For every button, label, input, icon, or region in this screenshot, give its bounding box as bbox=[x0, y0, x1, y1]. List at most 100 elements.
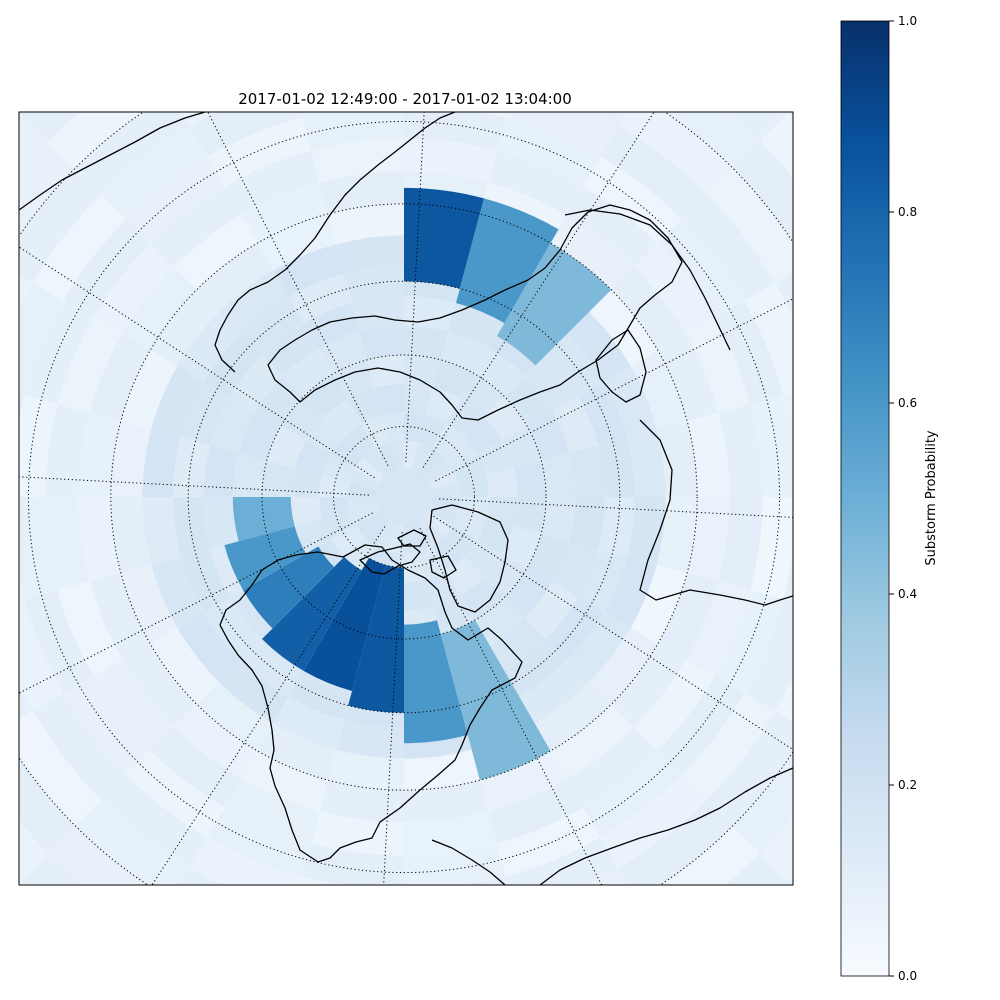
background-cell bbox=[404, 32, 524, 83]
background-cell bbox=[477, 440, 514, 476]
background-cell bbox=[660, 825, 760, 885]
background-cell bbox=[718, 497, 763, 590]
background-cell bbox=[110, 421, 152, 497]
background-cell bbox=[150, 289, 219, 367]
background-cell bbox=[19, 574, 25, 601]
background-cell bbox=[150, 186, 242, 267]
background-cell bbox=[627, 429, 666, 497]
background-cell bbox=[718, 404, 763, 497]
background-cell bbox=[513, 497, 547, 534]
background-cell bbox=[460, 577, 505, 620]
background-cell bbox=[681, 194, 775, 301]
background-cell bbox=[203, 445, 239, 497]
background-cell bbox=[319, 780, 404, 823]
background-cell bbox=[634, 659, 715, 751]
background-cell bbox=[311, 811, 404, 856]
background-cell bbox=[173, 215, 258, 290]
probability-cell bbox=[496, 243, 612, 366]
background-cell bbox=[404, 811, 497, 856]
background-cell bbox=[488, 150, 584, 216]
coastline-asia-east bbox=[214, 112, 456, 373]
background-cell bbox=[489, 618, 546, 671]
background-cell bbox=[750, 395, 793, 497]
background-cell bbox=[404, 296, 456, 332]
background-cell bbox=[19, 881, 24, 885]
background-cell bbox=[567, 612, 631, 683]
background-cell bbox=[604, 366, 657, 438]
background-cell bbox=[302, 843, 404, 885]
background-cell bbox=[460, 374, 505, 417]
background-cell bbox=[238, 411, 282, 461]
background-cell bbox=[132, 0, 273, 61]
background-cell bbox=[505, 837, 619, 885]
background-cell bbox=[600, 126, 707, 220]
background-cell bbox=[411, 442, 433, 473]
background-cell bbox=[218, 270, 289, 334]
colorbar-tick-label: 0.0 bbox=[898, 969, 917, 983]
background-cell bbox=[361, 415, 390, 449]
background-cell bbox=[681, 693, 775, 800]
background-cell bbox=[502, 425, 542, 468]
background-cell bbox=[111, 0, 263, 27]
background-cell bbox=[685, 581, 751, 677]
background-cell bbox=[367, 354, 404, 388]
probability-cell bbox=[232, 497, 295, 542]
background-cell bbox=[784, 881, 792, 885]
background-cell bbox=[274, 0, 404, 48]
background-cell bbox=[433, 359, 476, 399]
background-cell bbox=[969, 497, 1000, 660]
background-cell bbox=[534, 682, 612, 751]
background-cell bbox=[273, 244, 345, 297]
background-cell bbox=[210, 396, 256, 453]
background-cell bbox=[207, 807, 312, 877]
background-cell bbox=[525, 355, 578, 412]
background-cell bbox=[788, 876, 793, 885]
background-cell bbox=[418, 448, 444, 478]
coastline-canadian-archipelago bbox=[359, 529, 457, 579]
background-cell bbox=[418, 415, 447, 449]
coastline-africa-south bbox=[539, 767, 793, 885]
background-cell bbox=[336, 235, 404, 274]
background-cell bbox=[33, 194, 127, 301]
background-cell bbox=[706, 168, 793, 283]
background-cell bbox=[203, 497, 239, 549]
background-cell bbox=[349, 468, 380, 490]
background-cell bbox=[294, 440, 331, 476]
coastline-north-pacific bbox=[19, 112, 206, 211]
background-cell bbox=[189, 112, 303, 157]
background-cell bbox=[0, 942, 89, 1000]
map-title: 2017-01-02 12:49:00 - 2017-01-02 13:04:0… bbox=[238, 90, 572, 108]
background-cell bbox=[759, 112, 793, 178]
background-cell bbox=[19, 395, 58, 497]
background-cell bbox=[583, 750, 682, 838]
background-cell bbox=[524, 900, 655, 983]
background-cell bbox=[328, 203, 404, 245]
background-cell bbox=[589, 289, 658, 367]
background-cell bbox=[63, 219, 151, 318]
background-cell bbox=[404, 780, 489, 823]
background-cell bbox=[101, 126, 208, 220]
background-cell bbox=[19, 112, 80, 142]
background-cell bbox=[463, 539, 503, 578]
background-cell bbox=[611, 266, 686, 351]
background-cell bbox=[697, 911, 849, 1000]
background-cell bbox=[151, 556, 204, 628]
background-cell bbox=[433, 595, 476, 635]
background-cell bbox=[597, 437, 635, 497]
colorbar-tick-label: 0.4 bbox=[898, 587, 917, 601]
background-cell bbox=[19, 852, 84, 885]
background-cell bbox=[305, 416, 345, 455]
background-cell bbox=[463, 416, 503, 455]
background-cell bbox=[404, 578, 434, 611]
latitude-circle bbox=[261, 354, 547, 640]
background-cell bbox=[24, 589, 94, 694]
background-cell bbox=[496, 807, 601, 877]
background-cell bbox=[545, 333, 605, 397]
background-cell bbox=[173, 437, 211, 497]
background-cell bbox=[45, 404, 90, 497]
background-cell bbox=[404, 0, 545, 11]
background-cell bbox=[567, 311, 631, 382]
background-cell bbox=[404, 325, 449, 360]
background-cell bbox=[290, 497, 323, 527]
background-cell bbox=[262, 323, 319, 376]
